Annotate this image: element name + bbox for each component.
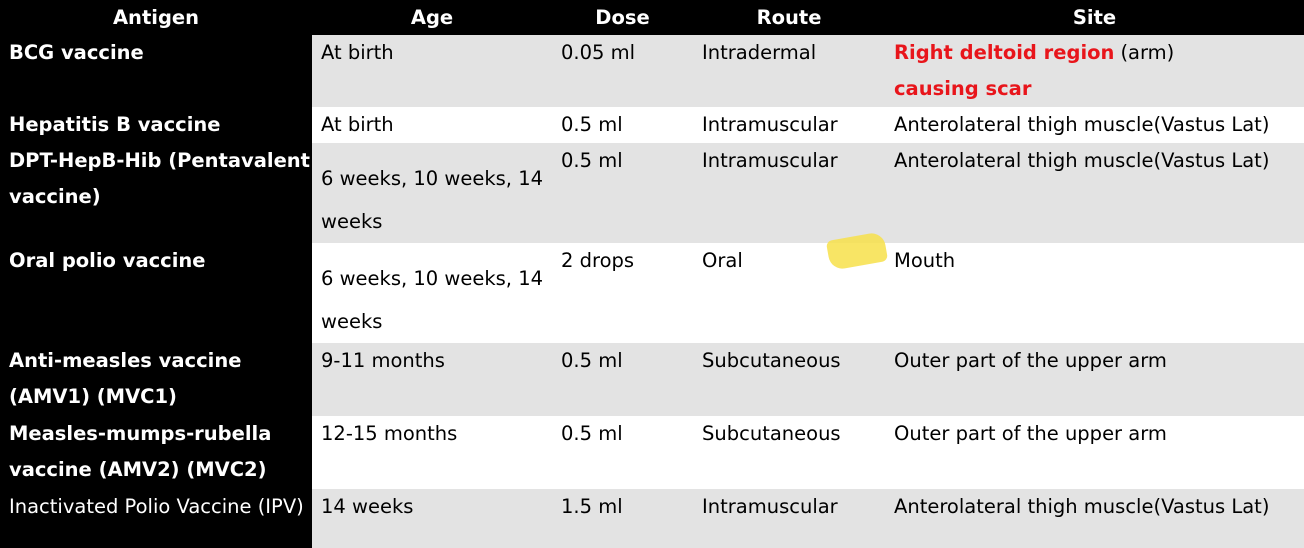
table-row: DPT-HepB-Hib (Pentavalent vaccine) 6 week… (0, 143, 1304, 243)
site-cell: Right deltoid region (arm) causing scar (885, 35, 1304, 107)
route-cell: Intramuscular (693, 143, 885, 243)
site-text: Right deltoid region (894, 41, 1115, 64)
dose-cell: 0.5 ml (552, 416, 693, 489)
dose-cell: 0.5 ml (552, 107, 693, 143)
table-row: Oral polio vaccine 6 weeks, 10 weeks, 14 … (0, 243, 1304, 343)
antigen-cell: BCG vaccine (0, 35, 312, 107)
site-text: causing scar (894, 77, 1032, 100)
dose-cell: 0.5 ml (552, 343, 693, 416)
age-cell: At birth (312, 107, 552, 143)
table-row: Anti-measles vaccine (AMV1) (MVC1) 9-11 m… (0, 343, 1304, 416)
site-cell: Outer part of the upper arm (885, 416, 1304, 489)
table-row: BCG vaccine At birth 0.05 ml Intradermal Rig… (0, 35, 1304, 107)
site-cell: Anterolateral thigh muscle(Vastus Lat) (885, 143, 1304, 243)
age-cell: 9-11 months (312, 343, 552, 416)
column-header: Site (885, 0, 1304, 35)
route-cell: Intramuscular (693, 107, 885, 143)
antigen-cell: Oral polio vaccine (0, 243, 312, 343)
route-cell: Intradermal (693, 35, 885, 107)
antigen-cell: Inactivated Polio Vaccine (IPV) (0, 489, 312, 548)
age-cell: 12-15 months (312, 416, 552, 489)
route-cell: Subcutaneous (693, 343, 885, 416)
age-cell: 6 weeks, 10 weeks, 14 weeks (312, 143, 552, 243)
table-row: Hepatitis B vaccine At birth 0.5 ml Intramu… (0, 107, 1304, 143)
site-cell: Outer part of the upper arm (885, 343, 1304, 416)
site-cell: Mouth (885, 243, 1304, 343)
column-header: Route (693, 0, 885, 35)
dose-cell: 2 drops (552, 243, 693, 343)
dose-cell: 0.05 ml (552, 35, 693, 107)
antigen-cell: DPT-HepB-Hib (Pentavalent vaccine) (0, 143, 312, 243)
age-cell: 6 weeks, 10 weeks, 14 weeks (312, 243, 552, 343)
site-text: (arm) (1120, 41, 1175, 64)
dose-cell: 0.5 ml (552, 143, 693, 243)
table-row: Measles-mumps-rubella vaccine (AMV2) (MV… (0, 416, 1304, 489)
route-cell: Subcutaneous (693, 416, 885, 489)
site-cell: Anterolateral thigh muscle(Vastus Lat) (885, 489, 1304, 548)
header-row: Antigen Age Dose Route Site (0, 0, 1304, 35)
age-cell: 14 weeks (312, 489, 552, 548)
route-cell: Intramuscular (693, 489, 885, 548)
table-row: Inactivated Polio Vaccine (IPV) 14 weeks 1… (0, 489, 1304, 548)
column-header: Antigen (0, 0, 312, 35)
antigen-cell: Measles-mumps-rubella vaccine (AMV2) (MV… (0, 416, 312, 489)
dose-cell: 1.5 ml (552, 489, 693, 548)
antigen-cell: Hepatitis B vaccine (0, 107, 312, 143)
site-cell: Anterolateral thigh muscle(Vastus Lat) (885, 107, 1304, 143)
antigen-cell: Anti-measles vaccine (AMV1) (MVC1) (0, 343, 312, 416)
column-header: Age (312, 0, 552, 35)
column-header: Dose (552, 0, 693, 35)
table-body: BCG vaccine At birth 0.05 ml Intradermal Rig… (0, 35, 1304, 548)
age-cell: At birth (312, 35, 552, 107)
